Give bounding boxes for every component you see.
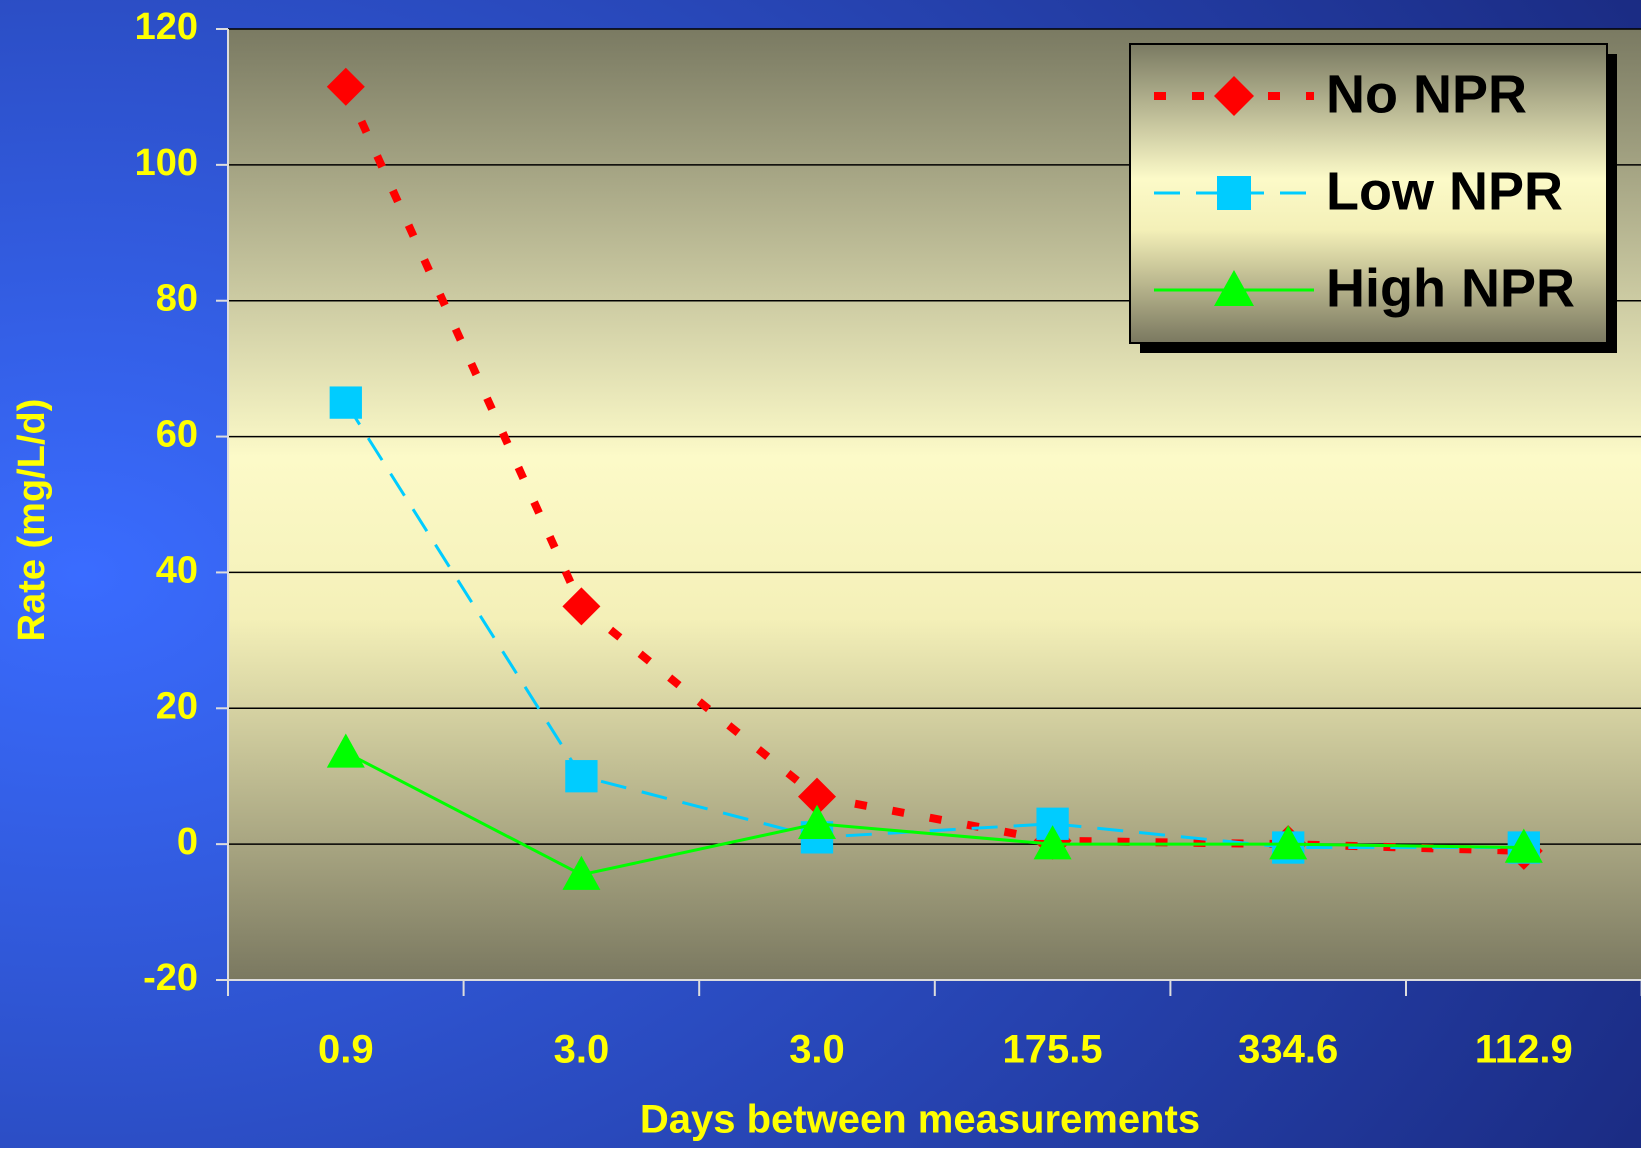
y-tick-label: 80 <box>156 278 198 320</box>
marker <box>326 733 365 768</box>
marker <box>1269 825 1308 860</box>
marker <box>326 67 365 106</box>
y-axis-label: Rate (mg/L/d) <box>11 399 53 642</box>
y-tick-label: 60 <box>156 414 198 456</box>
x-axis-label: Days between measurements <box>640 1098 1200 1142</box>
x-tick-label: 3.0 <box>554 1028 610 1072</box>
x-tick-label: 334.6 <box>1238 1028 1338 1072</box>
x-tick-label: 3.0 <box>789 1028 845 1072</box>
series-line <box>345 751 1524 877</box>
legend-label: Low NPR <box>1326 161 1563 221</box>
marker <box>798 777 836 816</box>
series-line <box>344 401 1524 850</box>
x-tick-label: 0.9 <box>318 1028 374 1072</box>
y-tick-label: 40 <box>156 549 198 591</box>
legend-label: High NPR <box>1326 258 1575 318</box>
marker <box>329 386 362 419</box>
marker <box>1504 828 1543 863</box>
marker <box>1033 825 1072 860</box>
marker <box>562 855 601 890</box>
marker <box>1217 176 1251 210</box>
marker <box>565 760 598 793</box>
y-tick-label: 20 <box>156 685 198 727</box>
marker <box>798 804 836 839</box>
y-tick-label: 0 <box>177 821 198 863</box>
x-tick-label: 112.9 <box>1475 1028 1573 1072</box>
y-tick-label: 120 <box>135 6 198 48</box>
marker <box>1214 270 1254 306</box>
y-tick-label: -20 <box>143 957 198 999</box>
y-tick-label: 100 <box>135 142 198 184</box>
legend-label: No NPR <box>1326 64 1527 124</box>
marker <box>562 587 601 626</box>
marker <box>1214 76 1254 116</box>
x-tick-label: 175.5 <box>1003 1028 1103 1072</box>
series-line <box>342 85 1524 855</box>
